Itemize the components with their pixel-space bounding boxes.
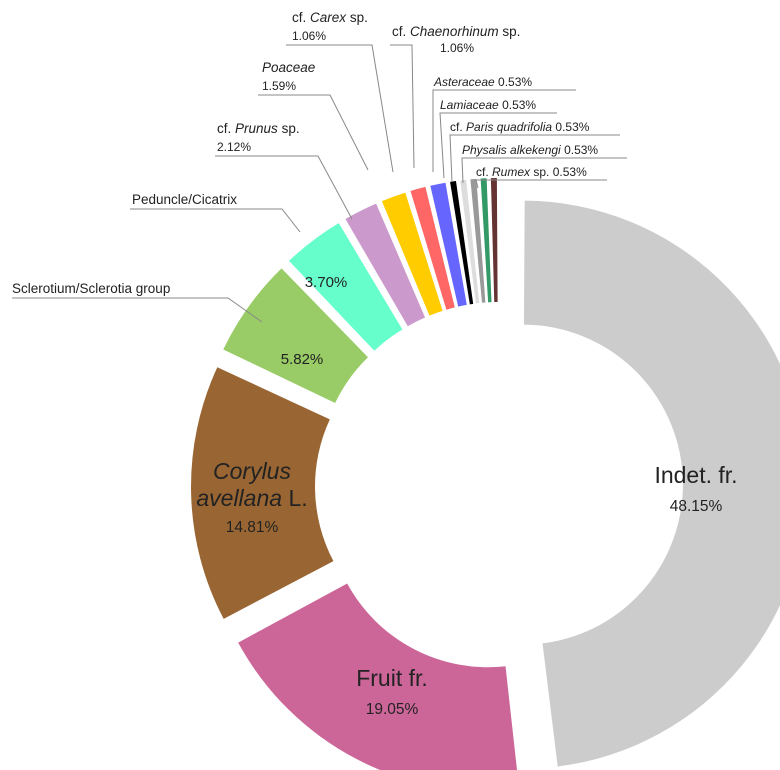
label-carex: cf. Carex sp. — [292, 10, 368, 25]
value-chaenorhinum: 1.06% — [440, 41, 474, 55]
label-text-cf: cf. — [292, 10, 306, 25]
label-value-asteraceae: 0.53% — [498, 75, 532, 89]
leader-line-peduncle — [130, 208, 301, 233]
donut-slice-11 — [470, 178, 486, 303]
label-peduncle: Peduncle/Cicatrix — [132, 192, 237, 207]
data-label-corylus-1: Corylus — [213, 458, 291, 484]
label-poaceae: Poaceae — [262, 60, 315, 75]
label-text-cf: cf. — [476, 165, 489, 179]
data-value-peduncle: 3.70% — [305, 274, 348, 291]
donut-slice-2 — [191, 367, 334, 619]
label-asteraceae: Asteraceae 0.53% — [433, 75, 532, 89]
label-chaenorhinum: cf. Chaenorhinum sp. — [392, 24, 520, 39]
label-text-sp: sp. — [350, 10, 368, 25]
data-label-fruit: Fruit fr. — [356, 665, 428, 691]
donut-slice-10 — [460, 179, 480, 304]
donut-slice-4 — [289, 223, 403, 351]
leader-line-asteraceae — [432, 89, 576, 172]
donut-slice-9 — [450, 181, 474, 305]
label-lamiaceae: Lamiaceae 0.53% — [440, 98, 536, 112]
label-sclerotium: Sclerotium/Sclerotia group — [12, 281, 170, 296]
label-text-avellana: avellana — [196, 485, 282, 511]
donut-slice-1 — [238, 583, 518, 770]
donut-slice-8 — [430, 182, 467, 307]
value-poaceae: 1.59% — [262, 79, 296, 93]
donut-slice-12 — [480, 178, 492, 303]
leader-line-prunus — [215, 155, 353, 220]
value-prunus: 2.12% — [217, 140, 251, 154]
leader-line-physalis — [461, 157, 627, 184]
leader-line-sclerotium — [12, 297, 263, 323]
data-value-corylus: 14.81% — [226, 519, 279, 536]
label-text-lamiaceae: Lamiaceae — [440, 98, 499, 112]
label-rumex: cf. Rumex sp. 0.53% — [476, 165, 587, 179]
label-value-physalis: 0.53% — [564, 143, 598, 157]
chart-slices — [191, 178, 780, 770]
data-label-indet: Indet. fr. — [654, 462, 737, 488]
label-text-sp: sp. — [282, 121, 300, 136]
donut-slice-5 — [345, 203, 426, 327]
label-value-paris: 0.53% — [555, 120, 589, 134]
donut-slice-13 — [490, 178, 498, 303]
label-value-lamiaceae: 0.53% — [502, 98, 536, 112]
leader-line-carex — [286, 44, 394, 173]
donut-slice-0 — [523, 200, 780, 767]
label-text-cf: cf. — [450, 120, 463, 134]
data-value-fruit: 19.05% — [366, 701, 419, 718]
label-text-cf: cf. — [392, 24, 406, 39]
label-text-rumex: Rumex — [492, 165, 531, 179]
data-label-corylus-2: avellana L. — [196, 485, 307, 511]
label-text-physalis: Physalis alkekengi — [462, 143, 561, 157]
leader-line-chaenorhinum — [390, 44, 415, 169]
leader-lines — [12, 44, 627, 323]
leader-line-paris — [449, 134, 620, 183]
donut-slice-3 — [223, 268, 368, 403]
label-paris: cf. Paris quadrifolia 0.53% — [450, 120, 590, 134]
chart-labels: Indet. fr. 48.15% Fruit fr. 19.05% Coryl… — [12, 10, 738, 718]
value-carex: 1.06% — [292, 29, 326, 43]
leader-line-poaceae — [258, 94, 369, 171]
label-text-chaenorhinum: Chaenorhinum — [410, 24, 499, 39]
label-text-asteraceae: Asteraceae — [433, 75, 495, 89]
label-text-paris: Paris quadrifolia — [466, 120, 552, 134]
label-value-rumex: 0.53% — [553, 165, 587, 179]
donut-slice-6 — [381, 192, 443, 316]
donut-slice-7 — [410, 186, 455, 310]
label-text-sp: sp. — [502, 24, 520, 39]
leader-line-lamiaceae — [439, 112, 557, 179]
leader-line-rumex — [475, 179, 607, 189]
label-prunus: cf. Prunus sp. — [217, 121, 300, 136]
label-physalis: Physalis alkekengi 0.53% — [462, 143, 598, 157]
label-text-carex: Carex — [310, 10, 347, 25]
label-text-l: L. — [288, 485, 307, 511]
data-value-indet: 48.15% — [670, 498, 723, 515]
label-text-prunus: Prunus — [235, 121, 278, 136]
label-text-cf: cf. — [217, 121, 231, 136]
label-text-sp: sp. — [533, 165, 549, 179]
data-value-sclerotium: 5.82% — [281, 351, 324, 368]
